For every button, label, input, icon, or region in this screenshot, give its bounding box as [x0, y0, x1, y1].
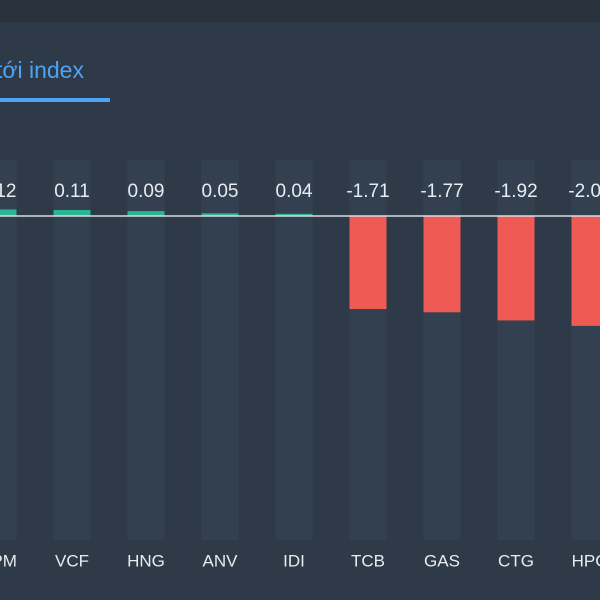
tab-title[interactable]: tới index — [0, 57, 84, 83]
x-tick-label: HPG — [572, 551, 600, 570]
bar — [275, 213, 313, 216]
x-tick-label: ANV — [203, 551, 239, 570]
bar — [201, 213, 239, 216]
value-label: -1.71 — [346, 181, 389, 202]
column-band — [0, 160, 17, 540]
value-label: 0.11 — [54, 181, 90, 202]
column-band — [53, 160, 91, 540]
value-label: 0.09 — [128, 181, 165, 202]
tab-underline — [0, 98, 110, 102]
value-label: 0.04 — [276, 181, 313, 202]
column-band — [127, 160, 165, 540]
value-label: -1.92 — [494, 181, 537, 202]
x-tick-label: GAS — [424, 551, 460, 570]
x-tick-label: IDI — [283, 551, 305, 570]
value-label: 0.05 — [202, 181, 239, 202]
value-label: 0.12 — [0, 181, 16, 202]
x-tick-label: TCB — [351, 551, 385, 570]
x-tick-label: DPM — [0, 551, 17, 570]
x-tick-label: CTG — [498, 551, 534, 570]
bar — [0, 209, 17, 216]
x-tick-label: VCF — [55, 551, 89, 570]
bar — [127, 211, 165, 216]
top-bar — [0, 0, 600, 22]
x-tick-label: HNG — [127, 551, 165, 570]
value-label: -2.02 — [568, 181, 600, 202]
bar — [423, 216, 461, 313]
bar — [53, 210, 91, 216]
column-band — [275, 160, 313, 540]
value-label: -1.77 — [420, 181, 463, 202]
bar — [497, 216, 535, 321]
bar — [571, 216, 600, 326]
column-band — [201, 160, 239, 540]
bar — [349, 216, 387, 310]
